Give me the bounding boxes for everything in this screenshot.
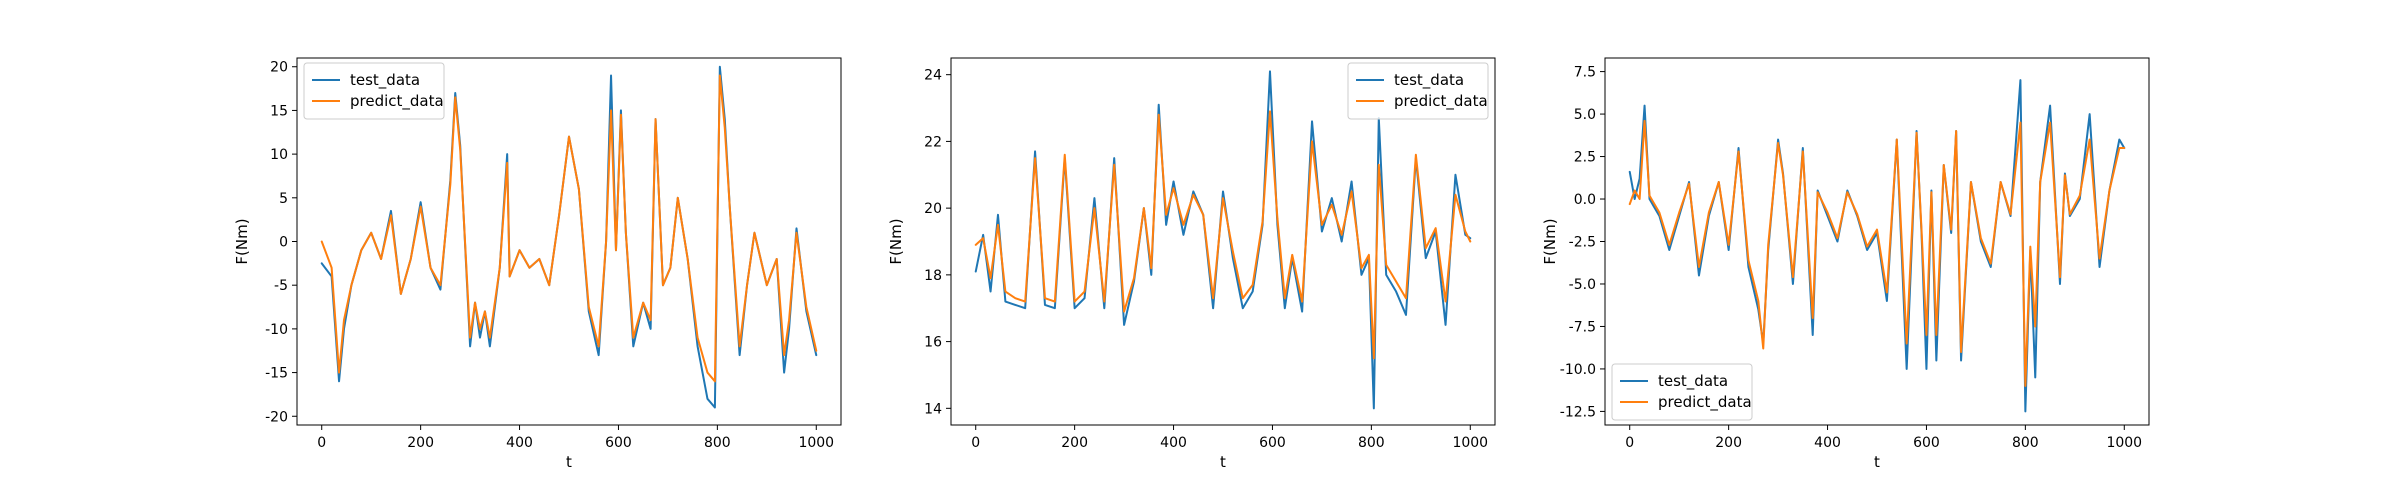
- y-tick-label: 22: [924, 134, 942, 150]
- y-tick-label: -10: [265, 322, 288, 338]
- x-tick-label: 1000: [2106, 435, 2142, 451]
- x-tick-label: 400: [1160, 435, 1187, 451]
- y-tick-label: -20: [265, 409, 288, 425]
- x-tick-label: 800: [2012, 435, 2039, 451]
- y-axis-label: F(Nm): [1541, 218, 1559, 264]
- legend: test_data predict_data: [1611, 363, 1753, 421]
- legend-box: [303, 62, 445, 120]
- y-tick-label: 5.0: [1574, 107, 1596, 123]
- x-tick-label: 0: [317, 435, 326, 451]
- y-tick-label: -12.5: [1560, 404, 1596, 420]
- series-group: [1628, 79, 2126, 413]
- y-axis-label: F(Nm): [233, 218, 251, 264]
- y-tick-label: 2.5: [1574, 150, 1596, 166]
- y-tick-label: 10: [270, 147, 288, 163]
- x-axis-label: t: [1220, 453, 1226, 471]
- legend: test_data predict_data: [303, 62, 445, 120]
- x-tick-label: 600: [1913, 435, 1940, 451]
- y-tick-label: -15: [265, 366, 288, 382]
- x-tick-label: 1000: [1452, 435, 1488, 451]
- y-tick-label: 14: [924, 401, 942, 417]
- series-group: [320, 65, 818, 409]
- y-tick-label: 24: [924, 68, 942, 84]
- x-tick-label: 400: [1814, 435, 1841, 451]
- series-line-predict-data: [320, 74, 818, 383]
- x-tick-label: 600: [1259, 435, 1286, 451]
- legend-box: [1611, 363, 1753, 421]
- y-tick-label: 16: [924, 335, 942, 351]
- legend-label-test-data: test_data: [350, 71, 420, 90]
- x-tick-label: 800: [704, 435, 731, 451]
- y-tick-label: 20: [270, 60, 288, 76]
- y-tick-label: -7.5: [1569, 319, 1596, 335]
- y-tick-label: 0.0: [1574, 192, 1596, 208]
- x-tick-label: 0: [971, 435, 980, 451]
- legend-label-predict-data: predict_data: [350, 92, 444, 111]
- y-tick-label: -5: [274, 278, 288, 294]
- legend-label-predict-data: predict_data: [1394, 92, 1488, 111]
- legend: test_data predict_data: [1347, 62, 1489, 120]
- x-axis-label: t: [566, 453, 572, 471]
- x-tick-label: 1000: [798, 435, 834, 451]
- legend-label-test-data: test_data: [1394, 71, 1464, 90]
- y-tick-label: 0: [279, 235, 288, 251]
- x-tick-label: 200: [1715, 435, 1742, 451]
- x-axis-label: t: [1874, 453, 1880, 471]
- subplot-1: 0 200 400 600 800 1000 -20 -15 -10 -5 0 5 10 15 20 t F(N…: [233, 57, 842, 471]
- y-tick-label: 7.5: [1574, 65, 1596, 81]
- x-tick-label: 200: [1061, 435, 1088, 451]
- subplots: 0 200 400 600 800 1000-20-15-10-505101520tF(N…: [233, 57, 2150, 471]
- y-tick-label: 18: [924, 268, 942, 284]
- subplot-3: 0 200 400 600 800 1000 -12.5 -10.0 -7.5 -5.0 -2.5 0…: [1541, 57, 2150, 471]
- series-group: [974, 70, 1472, 410]
- legend-box: [1347, 62, 1489, 120]
- y-tick-label: -2.5: [1569, 235, 1596, 251]
- y-axis-label: F(Nm): [887, 218, 905, 264]
- x-tick-label: 800: [1358, 435, 1385, 451]
- x-tick-label: 200: [407, 435, 434, 451]
- x-tick-label: 600: [605, 435, 632, 451]
- subplot-2: 0 200 400 600 800 1000 14 16 18 20 22 24 t F(Nm) test_…: [887, 57, 1496, 471]
- legend-label-test-data: test_data: [1658, 372, 1728, 391]
- x-tick-label: 0: [1625, 435, 1634, 451]
- series-line-predict-data: [1628, 119, 2126, 387]
- legend-label-predict-data: predict_data: [1658, 393, 1752, 412]
- y-tick-label: -5.0: [1569, 277, 1596, 293]
- x-tick-label: 400: [506, 435, 533, 451]
- y-tick-label: 15: [270, 103, 288, 119]
- axes-frame: [950, 57, 1496, 426]
- series-line-predict-data: [974, 110, 1472, 360]
- y-tick-label: 5: [279, 191, 288, 207]
- y-tick-label: 20: [924, 201, 942, 217]
- y-tick-label: -10.0: [1560, 362, 1596, 378]
